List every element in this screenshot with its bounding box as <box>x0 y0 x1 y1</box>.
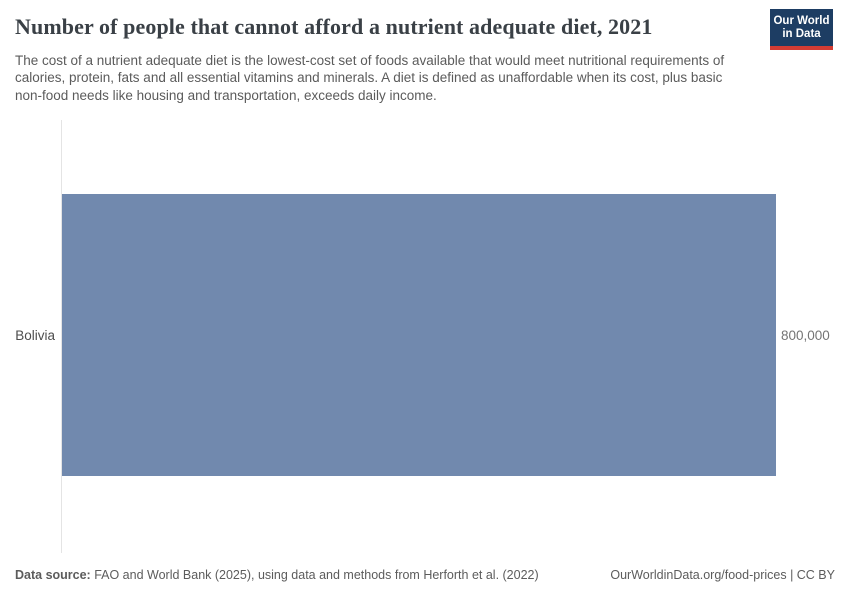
bar-bolivia[interactable] <box>62 194 776 476</box>
value-label-bolivia: 800,000 <box>781 328 830 343</box>
owid-logo-line1: Our World <box>773 15 830 27</box>
owid-logo-line2: in Data <box>782 28 821 40</box>
chart-subtitle: The cost of a nutrient adequate diet is … <box>15 53 725 103</box>
page-title: Number of people that cannot afford a nu… <box>15 14 653 39</box>
data-source-text: FAO and World Bank (2025), using data an… <box>90 568 539 582</box>
data-source-label: Data source: <box>15 568 91 582</box>
footer-link[interactable]: OurWorldinData.org/food-prices | CC BY <box>610 568 835 582</box>
chart-footer: Data source: FAO and World Bank (2025), … <box>15 568 835 582</box>
data-source-note: Data source: FAO and World Bank (2025), … <box>15 568 539 582</box>
plot-area <box>61 120 776 553</box>
entity-label-bolivia: Bolivia <box>15 328 55 343</box>
owid-logo[interactable]: Our World in Data <box>770 9 833 50</box>
